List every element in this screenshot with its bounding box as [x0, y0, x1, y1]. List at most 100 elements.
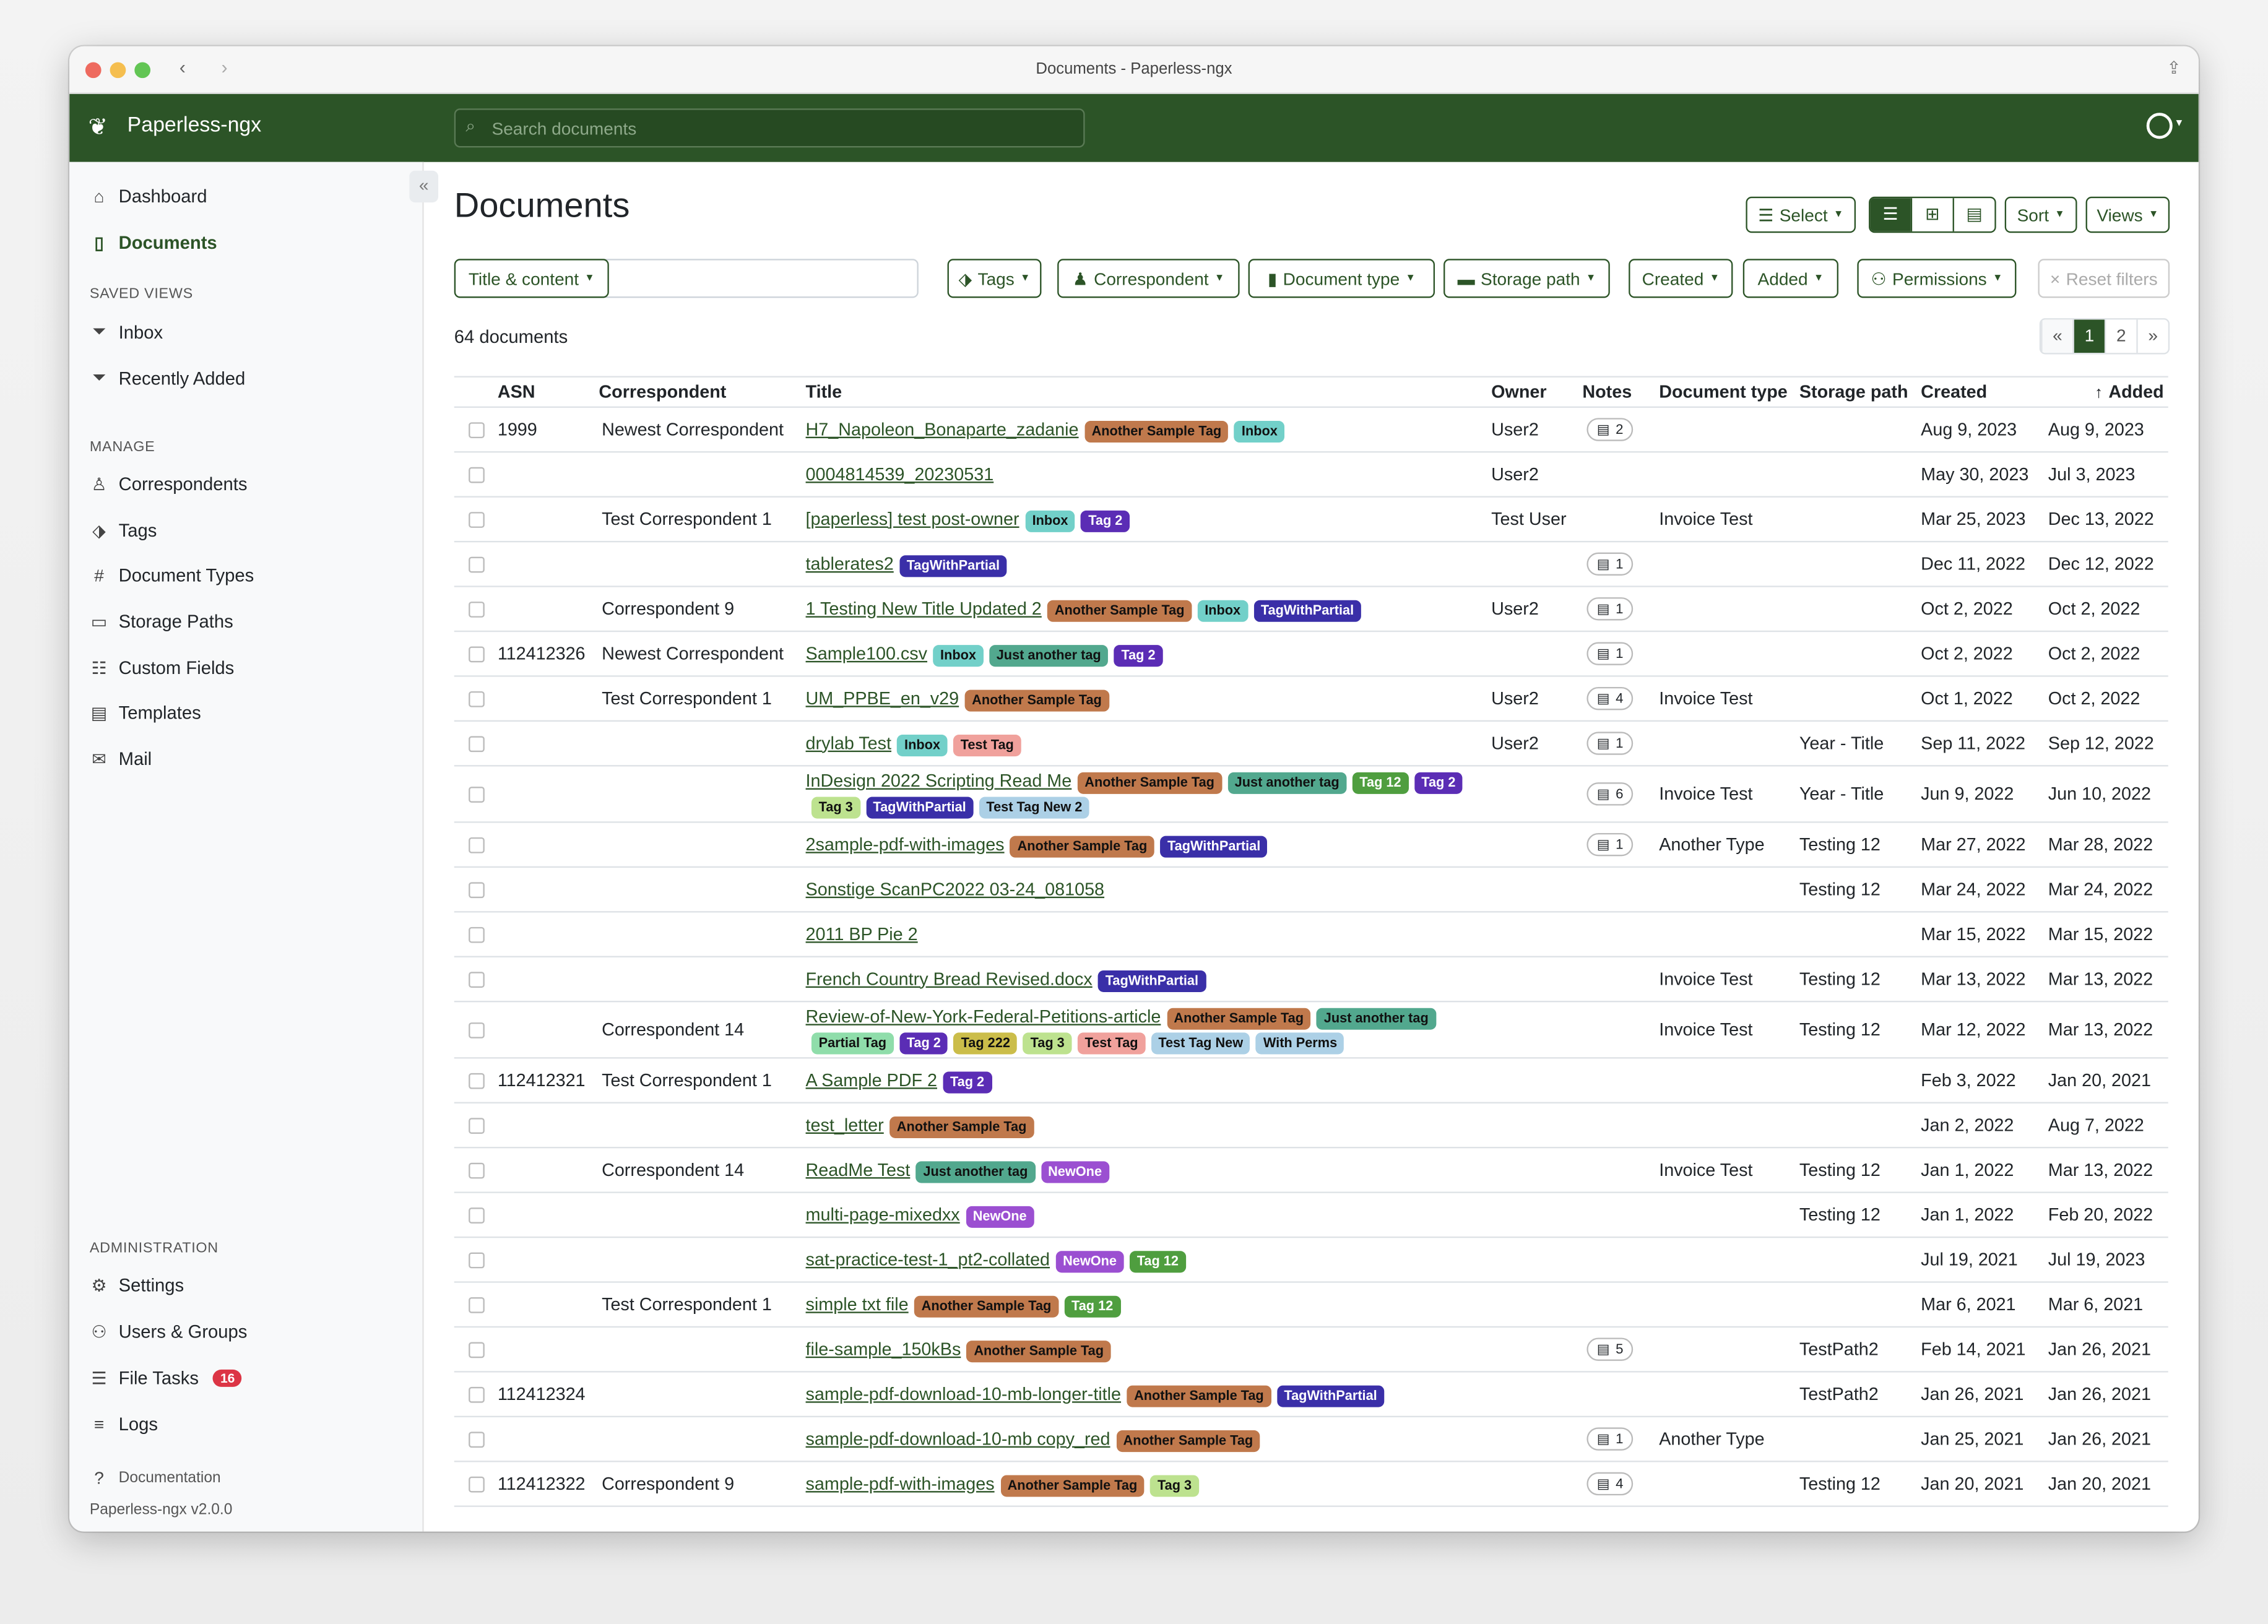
storage-path-cell[interactable]: TestPath2 — [1799, 1339, 1879, 1360]
table-row[interactable]: Correspondent 9 1 Testing New Title Updat… — [454, 587, 2168, 633]
tag-badge[interactable]: Tag 12 — [1064, 1295, 1120, 1317]
storage-path-cell[interactable]: Testing 12 — [1799, 1474, 1881, 1494]
document-title-link[interactable]: InDesign 2022 Scripting Read Me — [805, 771, 1072, 792]
title-content-dropdown[interactable]: Title & content ▼ — [454, 259, 609, 298]
tag-badge[interactable]: TagWithPartial — [1276, 1384, 1385, 1407]
brand-name[interactable]: Paperless-ngx — [127, 114, 262, 137]
user-avatar-icon[interactable] — [2146, 113, 2173, 139]
document-title-link[interactable]: multi-page-mixedxx — [805, 1204, 960, 1225]
tag-badge[interactable]: TagWithPartial — [899, 555, 1007, 577]
tag-badge[interactable]: Test Tag — [953, 733, 1021, 756]
correspondent-cell[interactable]: Test Correspondent 1 — [602, 688, 772, 709]
sidebar-item-templates[interactable]: ▤ Templates — [90, 703, 201, 723]
document-title-link[interactable]: 2sample-pdf-with-images — [805, 834, 1005, 854]
storage-path-cell[interactable]: Year - Title — [1799, 784, 1884, 805]
table-row[interactable]: 112412322 Correspondent 9 sample-pdf-with-… — [454, 1462, 2168, 1507]
row-checkbox[interactable] — [469, 786, 485, 802]
close-window-button[interactable] — [85, 62, 102, 79]
sidebar-item-inbox[interactable]: ⏷ Inbox — [90, 321, 163, 343]
tag-badge[interactable]: TagWithPartial — [865, 797, 974, 819]
document-title-link[interactable]: file-sample_150kBs — [805, 1338, 961, 1359]
tag-badge[interactable]: Another Sample Tag — [1077, 772, 1222, 794]
row-checkbox[interactable] — [469, 971, 485, 987]
tag-badge[interactable]: TagWithPartial — [1160, 835, 1268, 857]
tag-badge[interactable]: Tag 12 — [1352, 772, 1409, 794]
tag-badge[interactable]: Inbox — [1197, 599, 1248, 621]
row-checkbox[interactable] — [469, 881, 485, 897]
row-checkbox[interactable] — [469, 1072, 485, 1089]
notes-badge[interactable]: ▤ 6 — [1586, 782, 1634, 806]
row-checkbox[interactable] — [469, 1341, 485, 1358]
forward-icon[interactable]: › — [221, 56, 228, 79]
table-row[interactable]: drylab Test Inbox Test Tag User2 ▤ 1 Year - Ti… — [454, 722, 2168, 767]
tag-badge[interactable]: With Perms — [1256, 1032, 1344, 1055]
tag-badge[interactable]: Partial Tag — [811, 1032, 894, 1055]
pagination-next[interactable]: » — [2136, 319, 2168, 353]
column-header-storage-path[interactable]: Storage path — [1799, 381, 1908, 402]
row-checkbox[interactable] — [469, 1296, 485, 1313]
collapse-sidebar-icon[interactable]: « — [409, 170, 439, 203]
table-row[interactable]: sat-practice-test-1_pt2-collated NewOne Ta… — [454, 1238, 2168, 1283]
storage-path-cell[interactable]: TestPath2 — [1799, 1384, 1879, 1404]
row-checkbox[interactable] — [469, 1251, 485, 1268]
row-checkbox[interactable] — [469, 926, 485, 943]
tag-badge[interactable]: Another Sample Tag — [1166, 1008, 1311, 1030]
table-row[interactable]: multi-page-mixedxx NewOne Testing 12 Jan 1,… — [454, 1193, 2168, 1238]
document-type-cell[interactable]: Invoice Test — [1659, 784, 1753, 805]
tag-badge[interactable]: Inbox — [897, 733, 948, 756]
pagination-page-1[interactable]: 1 — [2072, 319, 2105, 353]
table-row[interactable]: French Country Bread Revised.docx TagWith… — [454, 957, 2168, 1003]
table-row[interactable]: 2011 BP Pie 2 Mar 15, 2022 Mar 15, 2022 — [454, 912, 2168, 957]
tag-badge[interactable]: Tag 2 — [899, 1032, 948, 1055]
tag-badge[interactable]: Another Sample Tag — [914, 1295, 1059, 1317]
correspondent-cell[interactable]: Correspondent 9 — [602, 598, 735, 620]
row-checkbox[interactable] — [469, 1475, 485, 1492]
document-title-link[interactable]: Review-of-New-York-Federal-Petitions-art… — [805, 1006, 1161, 1027]
tag-badge[interactable]: Tag 222 — [953, 1032, 1018, 1055]
document-title-link[interactable]: A Sample PDF 2 — [805, 1069, 937, 1090]
tags-filter-button[interactable]: ⬗ Tags ▼ — [947, 259, 1042, 298]
row-checkbox[interactable] — [469, 1386, 485, 1402]
table-row[interactable]: tablerates2 TagWithPartial ▤ 1 Dec 11, 2022 D… — [454, 542, 2168, 587]
document-title-link[interactable]: drylab Test — [805, 732, 892, 753]
table-row[interactable]: InDesign 2022 Scripting Read Me Another S… — [454, 766, 2168, 823]
notes-badge[interactable]: ▤ 1 — [1586, 597, 1634, 621]
sidebar-item-recently-added[interactable]: ⏷ Recently Added — [90, 368, 245, 389]
correspondent-cell[interactable]: Test Correspondent 1 — [602, 1070, 772, 1091]
row-checkbox[interactable] — [469, 1162, 485, 1178]
document-type-cell[interactable]: Another Type — [1659, 834, 1765, 855]
column-header-document-type[interactable]: Document type — [1659, 381, 1788, 402]
correspondent-cell[interactable]: Correspondent 9 — [602, 1474, 735, 1494]
table-row[interactable]: file-sample_150kBs Another Sample Tag ▤ 5 Te… — [454, 1328, 2168, 1373]
notes-badge[interactable]: ▤ 1 — [1586, 553, 1634, 576]
tag-badge[interactable]: Tag 2 — [1081, 509, 1130, 532]
tag-badge[interactable]: Another Sample Tag — [1047, 599, 1192, 621]
sidebar-item-file-tasks[interactable]: ☰ File Tasks 16 — [90, 1368, 243, 1388]
document-title-link[interactable]: French Country Bread Revised.docx — [805, 968, 1093, 989]
row-checkbox[interactable] — [469, 466, 485, 483]
permissions-filter-button[interactable]: ⚇ Permissions ▼ — [1857, 259, 2017, 298]
correspondent-cell[interactable]: Correspondent 14 — [602, 1160, 745, 1180]
table-row[interactable]: 112412321 Test Correspondent 1 A Sample PD… — [454, 1058, 2168, 1104]
tag-badge[interactable]: Just another tag — [1227, 772, 1347, 794]
correspondent-cell[interactable]: Correspondent 14 — [602, 1019, 745, 1040]
notes-badge[interactable]: ▤ 1 — [1586, 732, 1634, 756]
notes-badge[interactable]: ▤ 4 — [1586, 1472, 1634, 1496]
notes-badge[interactable]: ▤ 2 — [1586, 418, 1634, 442]
document-title-link[interactable]: ReadMe Test — [805, 1159, 911, 1180]
view-large-cards-icon[interactable]: ▤ — [1952, 198, 1995, 231]
tag-badge[interactable]: Test Tag New 2 — [979, 797, 1090, 819]
document-title-link[interactable]: test_letter — [805, 1114, 884, 1135]
documentation-link[interactable]: ? Documentation — [90, 1468, 220, 1488]
sidebar-item-custom-fields[interactable]: ☷ Custom Fields — [90, 658, 234, 678]
tag-badge[interactable]: Inbox — [1024, 509, 1076, 532]
tag-badge[interactable]: NewOne — [1055, 1250, 1124, 1272]
table-row[interactable]: 1999 Newest Correspondent H7_Napoleon_Bona… — [454, 408, 2168, 453]
pagination-prev[interactable]: « — [2041, 319, 2073, 353]
column-header-notes[interactable]: Notes — [1582, 381, 1632, 402]
document-title-link[interactable]: 2011 BP Pie 2 — [805, 923, 918, 944]
document-title-link[interactable]: 0004814539_20230531 — [805, 463, 994, 484]
notes-badge[interactable]: ▤ 1 — [1586, 642, 1634, 666]
tag-badge[interactable]: Another Sample Tag — [1127, 1384, 1271, 1407]
column-header-title[interactable]: Title — [805, 381, 842, 402]
